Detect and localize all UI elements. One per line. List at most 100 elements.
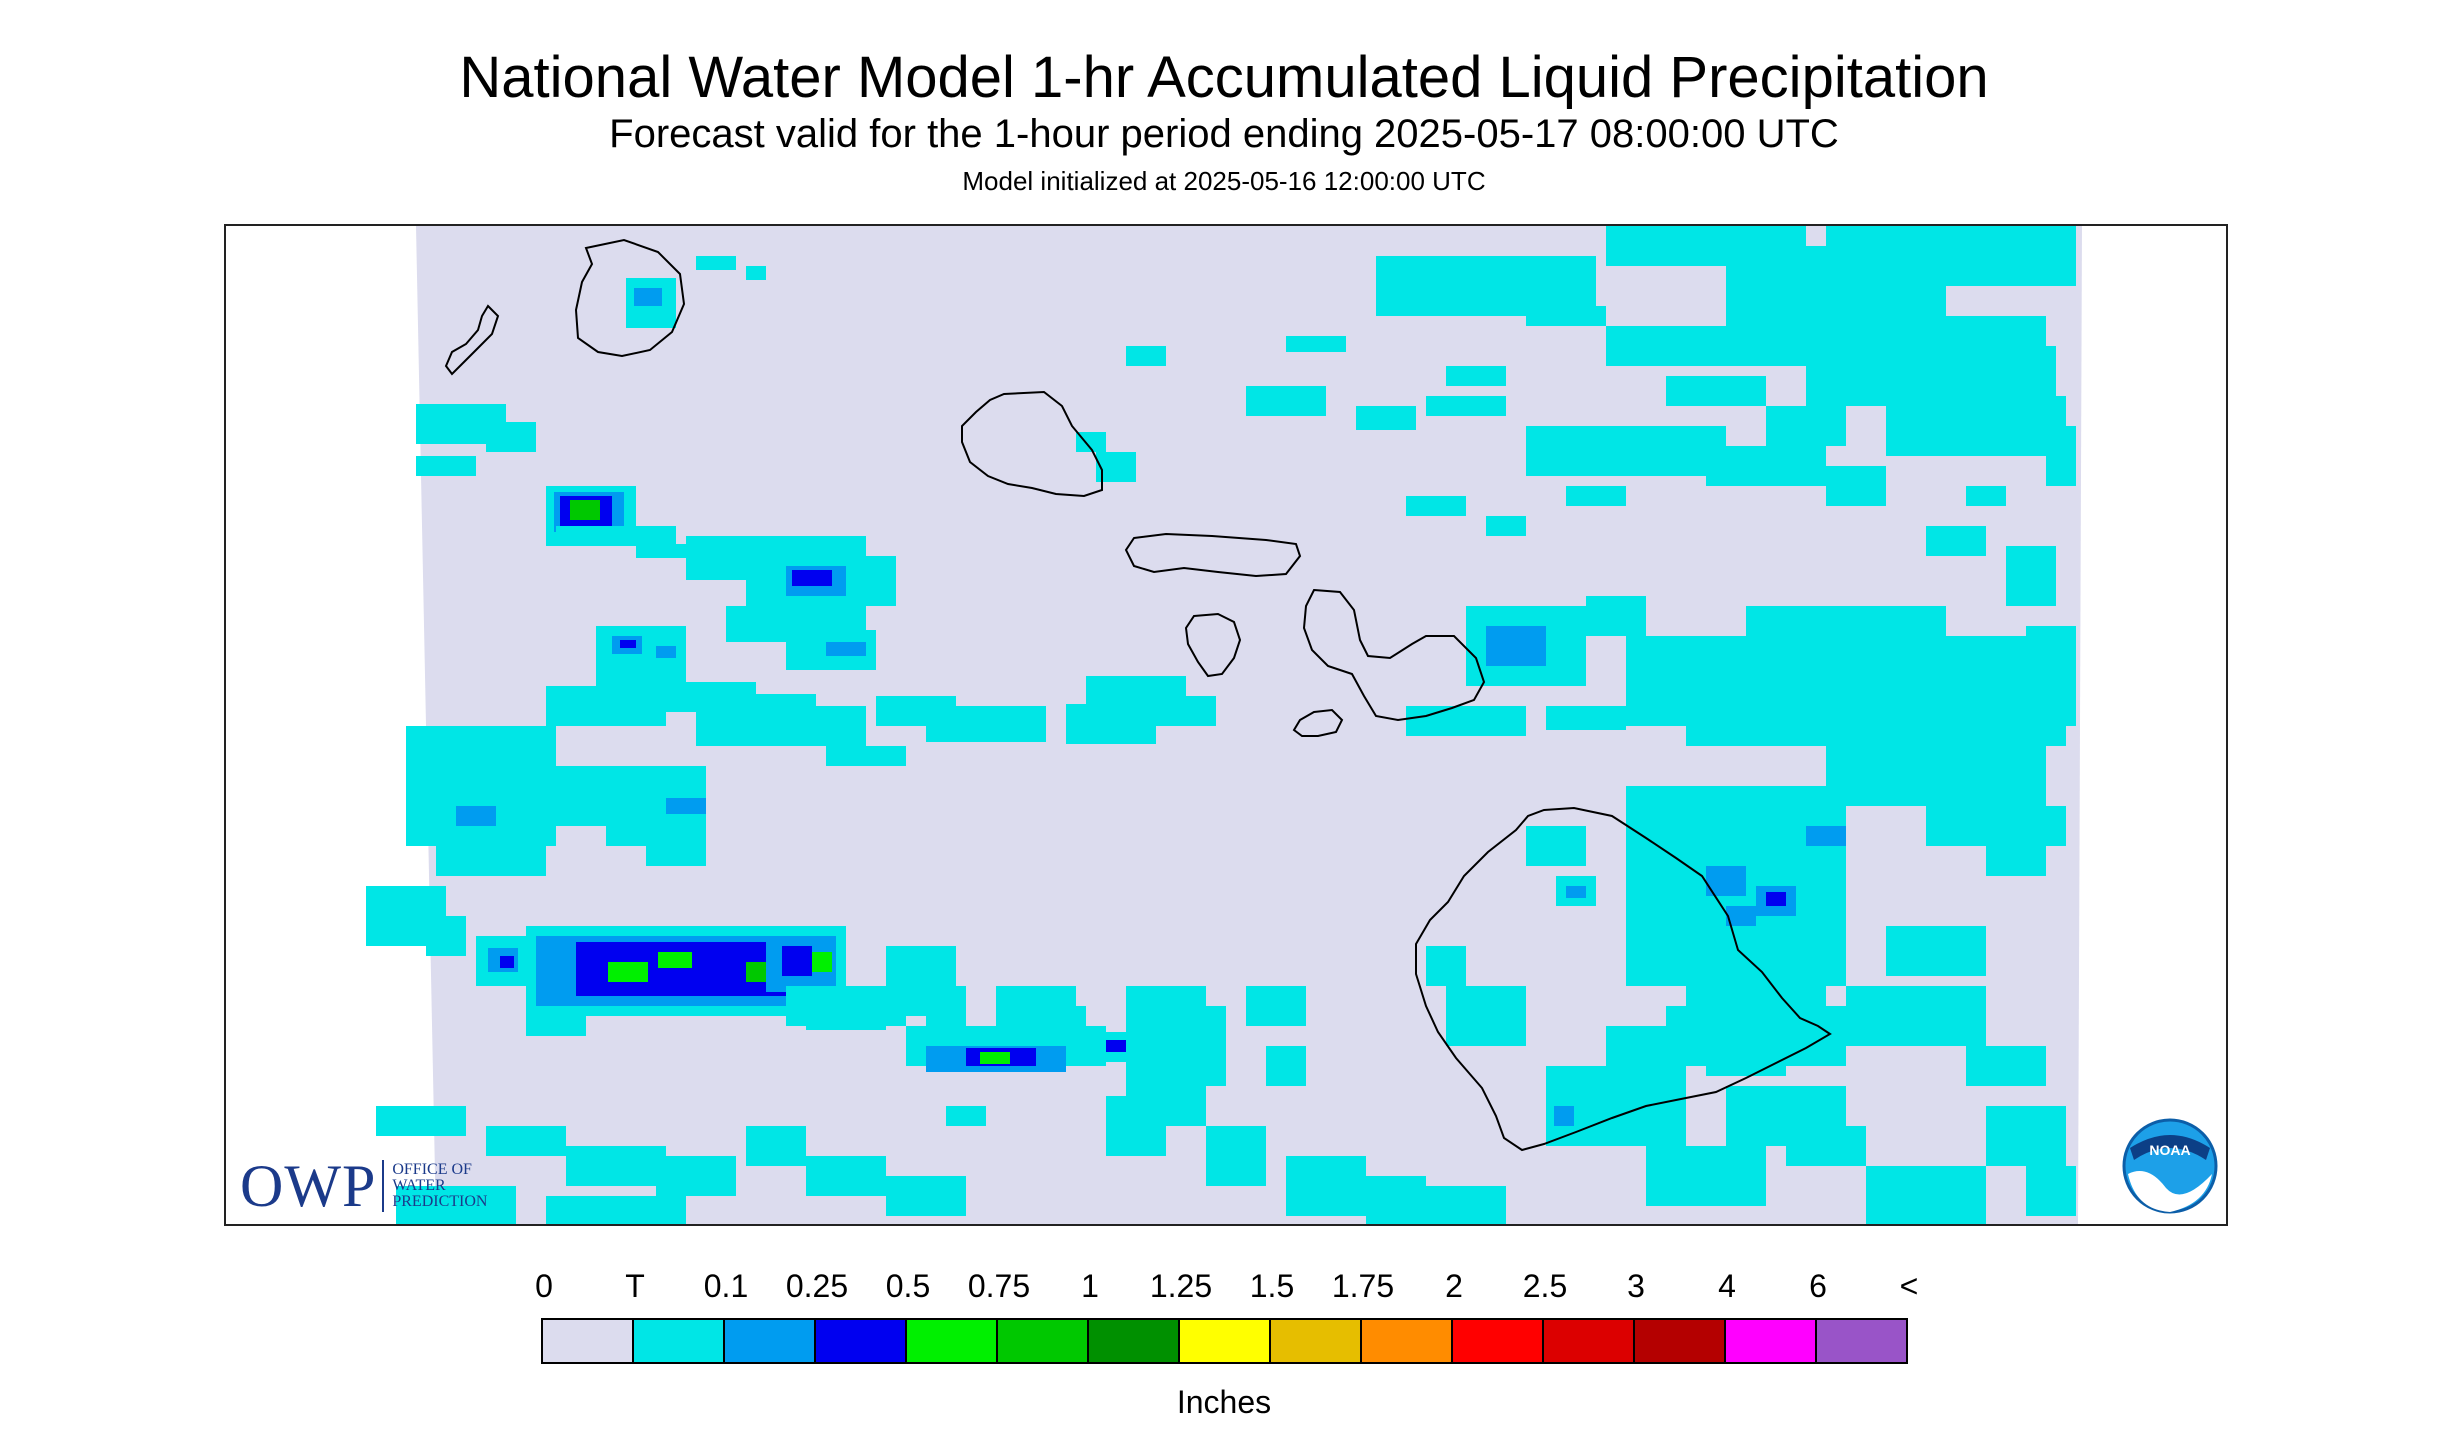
legend-swatch — [1817, 1320, 1906, 1362]
precip-cell — [1926, 526, 1986, 556]
legend-swatch — [1180, 1320, 1271, 1362]
precip-cell — [1686, 946, 1746, 1006]
legend-tick-label: 4 — [1718, 1268, 1736, 1304]
precip-cell — [546, 686, 666, 726]
legend-swatch — [725, 1320, 816, 1362]
precip-cell — [1966, 1046, 2046, 1086]
precip-cell — [620, 640, 636, 648]
precip-cell — [1986, 846, 2046, 876]
precip-cell — [1286, 336, 1346, 352]
island-lanai — [1184, 612, 1242, 678]
island-hawaii — [1415, 806, 1832, 1152]
island-kauai — [574, 238, 686, 358]
legend-swatch — [1726, 1320, 1817, 1362]
precip-cell — [1446, 986, 1526, 1046]
legend-swatch — [1544, 1320, 1635, 1362]
precip-cell — [1806, 826, 1846, 846]
precip-cell — [526, 1006, 586, 1036]
precip-cell — [926, 986, 966, 1026]
precip-cell — [1126, 346, 1166, 366]
precip-cell — [426, 916, 466, 956]
precip-cell — [1356, 406, 1416, 430]
precip-cell — [1826, 226, 2076, 286]
precip-cell — [696, 256, 736, 270]
precip-cell — [1606, 326, 1806, 366]
precip-cell — [566, 1146, 666, 1186]
precip-cell — [1426, 946, 1466, 986]
noaa-logo-icon: NOAA — [2122, 1118, 2218, 1214]
precip-cell — [1366, 1176, 1426, 1224]
precip-cell — [1666, 376, 1766, 406]
precip-cell — [1486, 516, 1526, 536]
precip-cell — [646, 826, 706, 866]
precip-cell — [1566, 486, 1626, 506]
legend-swatch — [1635, 1320, 1726, 1362]
precip-cell — [2026, 626, 2076, 726]
precip-cell — [1246, 986, 1306, 1026]
chart-title: National Water Model 1-hr Accumulated Li… — [459, 45, 1989, 110]
precip-cell — [806, 1006, 886, 1030]
precip-cell — [826, 642, 866, 656]
precip-cell — [2006, 546, 2056, 606]
precip-cell — [416, 456, 476, 476]
precip-cell — [1966, 486, 2006, 506]
precip-cell — [812, 952, 832, 972]
precip-cell — [1076, 432, 1106, 452]
legend-swatch — [1453, 1320, 1544, 1362]
precip-cell — [696, 706, 866, 746]
owp-logo-line: Water — [392, 1177, 446, 1194]
precip-cell — [1706, 1036, 1786, 1076]
precip-cell — [1406, 496, 1466, 516]
chart-subtitle: Forecast valid for the 1-hour period end… — [609, 112, 1839, 156]
legend-tick-label: 1.75 — [1331, 1268, 1395, 1304]
precip-cell — [1486, 626, 1546, 666]
island-maui — [1302, 588, 1486, 722]
owp-logo: OWP Office of Water Prediction — [240, 1156, 487, 1216]
precip-cell — [666, 798, 706, 814]
precip-cell — [1286, 1156, 1366, 1216]
precip-cell — [658, 952, 692, 968]
legend-tick-label: 2.5 — [1522, 1268, 1568, 1304]
precip-cell — [792, 570, 832, 586]
island-kahoolawe — [1292, 708, 1344, 737]
precip-cell — [1206, 1126, 1266, 1186]
precip-cell — [746, 266, 766, 280]
precip-cell — [1266, 1046, 1306, 1086]
precip-cell — [500, 956, 514, 968]
precip-cell — [1046, 1006, 1086, 1036]
precip-cell — [746, 1126, 806, 1166]
legend-swatch — [907, 1320, 998, 1362]
precip-cell — [1446, 366, 1506, 386]
precipitation-layer — [366, 226, 2076, 1224]
legend-tick-label: 1 — [1081, 1268, 1099, 1304]
model-init-text: Model initialized at 2025-05-16 12:00:00… — [962, 166, 1486, 196]
legend-colorbar — [541, 1318, 1908, 1364]
precip-cell — [1586, 596, 1646, 636]
legend-tick-label: 1.25 — [1149, 1268, 1213, 1304]
precip-cell — [396, 1186, 516, 1224]
precip-cell — [946, 1106, 986, 1126]
legend-swatch — [1271, 1320, 1362, 1362]
precip-cell — [656, 1156, 736, 1196]
precip-cell — [1106, 1040, 1126, 1052]
legend-swatch — [543, 1320, 634, 1362]
owp-logo-text: Office of Water Prediction — [392, 1162, 487, 1210]
legend-tick-label: 0.5 — [885, 1268, 931, 1304]
precip-cell — [608, 962, 648, 982]
precip-cell — [596, 662, 676, 680]
precip-cell — [436, 786, 546, 876]
precip-cell — [1986, 1106, 2066, 1166]
precip-cell — [926, 706, 1046, 742]
legend-swatch — [1362, 1320, 1453, 1362]
precip-cell — [886, 1176, 966, 1216]
precip-cell — [1706, 446, 1826, 486]
owp-logo-line: Prediction — [392, 1193, 488, 1210]
precip-cell — [826, 746, 906, 766]
precip-cell — [806, 1156, 886, 1196]
legend-tick-label: 0.1 — [703, 1268, 749, 1304]
precip-cell — [1766, 406, 1846, 446]
legend-tick-label: 3 — [1627, 1268, 1645, 1304]
precip-cell — [2006, 346, 2056, 406]
precip-cell — [1766, 892, 1786, 906]
island-oahu — [961, 390, 1103, 498]
